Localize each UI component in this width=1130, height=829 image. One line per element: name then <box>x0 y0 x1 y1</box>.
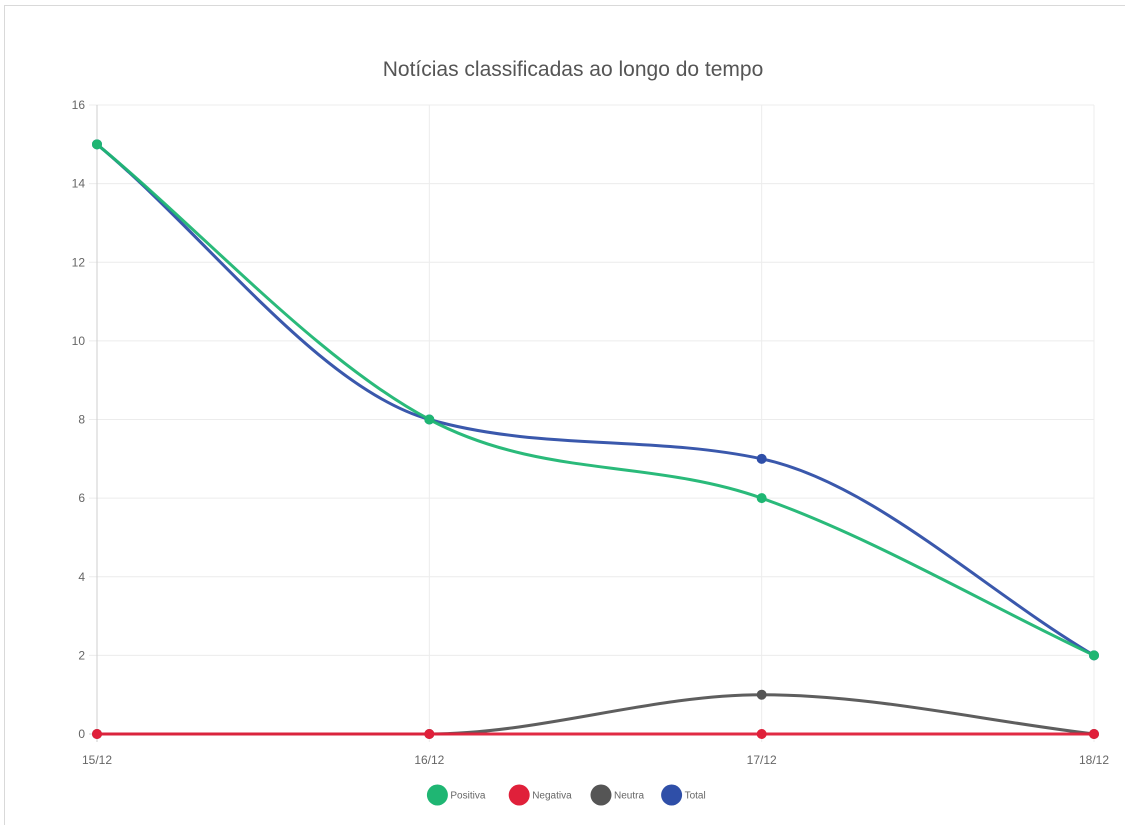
legend-item-total[interactable]: Total <box>661 784 706 806</box>
data-point-neutra[interactable] <box>756 689 767 700</box>
legend[interactable]: Positiva Negativa Neutra Total <box>426 784 706 806</box>
data-point-positiva[interactable] <box>424 414 435 425</box>
legend-label-neutra: Neutra <box>614 791 644 802</box>
legend-swatch-total <box>661 784 683 806</box>
series-layer <box>92 139 1099 739</box>
legend-item-negativa[interactable]: Negativa <box>508 784 572 806</box>
x-tick-label: 18/12 <box>1079 753 1109 767</box>
y-tick-label: 0 <box>78 727 85 741</box>
data-point-positiva[interactable] <box>92 139 102 150</box>
legend-swatch-positiva <box>426 784 448 806</box>
y-tick-label: 10 <box>72 334 86 348</box>
legend-label-positiva: Positiva <box>450 791 485 802</box>
data-point-negativa[interactable] <box>756 729 767 739</box>
data-point-negativa[interactable] <box>424 729 435 739</box>
data-point-total[interactable] <box>756 453 767 464</box>
series-neutra <box>92 689 1099 739</box>
x-tick-label: 16/12 <box>414 753 444 767</box>
series-positiva <box>92 139 1099 661</box>
data-point-negativa[interactable] <box>92 729 102 739</box>
y-tick-label: 14 <box>72 177 86 191</box>
x-tick-label: 15/12 <box>82 753 112 767</box>
legend-swatch-negativa <box>508 784 530 806</box>
data-point-positiva[interactable] <box>1089 650 1099 661</box>
series-negativa <box>92 729 1099 739</box>
series-line-total <box>95 142 1096 657</box>
legend-label-negativa: Negativa <box>532 791 572 802</box>
series-line-neutra <box>95 693 1096 736</box>
y-tick-label: 2 <box>78 648 85 662</box>
data-point-negativa[interactable] <box>1089 729 1099 739</box>
y-tick-label: 4 <box>78 570 85 584</box>
y-tick-label: 8 <box>78 413 85 427</box>
series-line-positiva <box>95 142 1096 657</box>
x-tick-label: 17/12 <box>747 753 777 767</box>
grid <box>89 104 1095 742</box>
y-tick-label: 16 <box>72 98 86 112</box>
y-tick-label: 12 <box>72 255 86 269</box>
legend-label-total: Total <box>685 791 706 802</box>
data-point-positiva[interactable] <box>756 493 767 504</box>
chart-title: Notícias classificadas ao longo do tempo <box>383 58 764 81</box>
legend-swatch-neutra <box>590 784 612 806</box>
axes: 0 2 4 6 8 10 12 14 16 15/12 16/12 17/12 18/12 <box>72 98 1110 767</box>
legend-item-positiva[interactable]: Positiva <box>426 784 486 806</box>
chart-frame <box>4 5 1125 825</box>
y-tick-label: 6 <box>78 491 85 505</box>
legend-item-neutra[interactable]: Neutra <box>590 784 645 806</box>
